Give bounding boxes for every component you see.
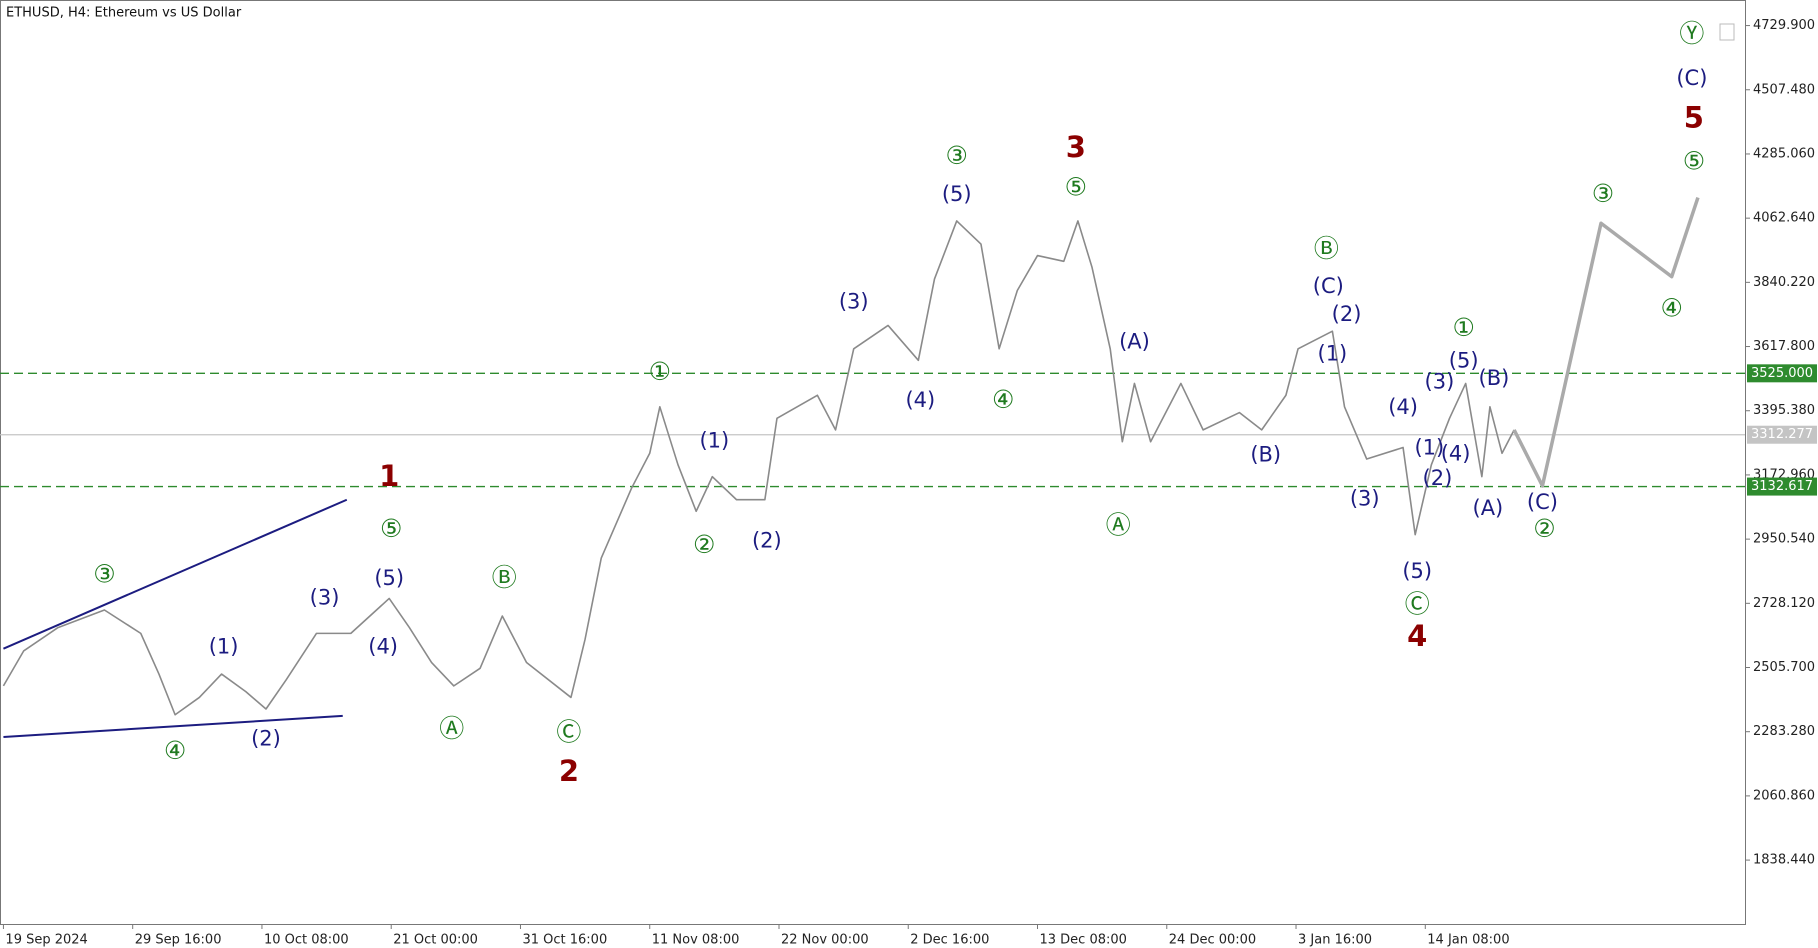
wave-label: (C) [1527,490,1558,514]
wave-label: ② [1533,514,1555,543]
x-tick-label: 2 Dec 16:00 [910,933,989,948]
wave-label: ① [649,357,671,386]
y-tick-label: 2283.280 [1753,724,1815,739]
x-tick-label: 11 Nov 08:00 [652,933,740,948]
y-tick-label: 4507.480 [1753,82,1815,97]
x-tick-label: 29 Sep 16:00 [135,933,222,948]
chart-title: ETHUSD, H4: Ethereum vs US Dollar [6,6,242,21]
wave-label: Ⓒ [1405,590,1430,619]
y-tick-label: 3395.380 [1753,403,1815,418]
wave-label: 1 [379,459,399,493]
marks [2,197,1700,738]
wave-label: Ⓑ [492,563,517,592]
y-tick-label: 3617.800 [1753,339,1815,354]
wave-label: (A) [1119,330,1150,354]
wave-label: (1) [699,429,729,453]
annotations: ③ ④ (1) (2) (3) (4) (5) ⑤ 1 Ⓐ Ⓑ Ⓒ 2 ① (1) ② (2) (3) (4) ③ (5… [93,19,1707,788]
x-tick-label: 3 Jan 16:00 [1298,933,1372,948]
x-tick-label: 13 Dec 08:00 [1040,933,1127,948]
wave-label: ⑤ [380,514,402,543]
wave-label: ③ [946,141,968,170]
wave-label: ③ [93,559,115,588]
wave-label: Ⓨ [1679,19,1704,48]
price-label: 3132.617 [1751,479,1813,494]
trend-line [3,498,348,650]
levels [0,372,1745,488]
wave-label: ② [693,530,715,559]
wave-label: ④ [992,385,1014,414]
wave-label: (B) [1250,443,1281,467]
wave-label: (1) [209,635,239,659]
wave-label: (2) [1423,466,1453,490]
wave-label: (A) [1473,496,1504,520]
wave-label: ⑤ [1065,172,1087,201]
x-tick-label: 22 Nov 00:00 [781,933,869,948]
wave-label: ④ [1660,293,1682,322]
y-tick-label: 2505.700 [1753,660,1815,675]
wave-label: (4) [1441,441,1471,465]
y-tick-label: 2950.540 [1753,532,1815,547]
wave-label: 3 [1066,130,1086,164]
forecast-line [1512,197,1700,488]
price-label: 3312.277 [1751,427,1813,442]
wave-label: (3) [1425,369,1455,393]
trend-line [3,714,343,738]
wave-label: (4) [1388,395,1418,419]
y-tick-label: 1838.440 [1753,853,1815,868]
y-tick-label: 2060.860 [1753,788,1815,803]
wave-label: (2) [1332,302,1362,326]
wave-label: Ⓐ [439,714,464,743]
wave-label: ① [1452,313,1474,342]
wave-label: (5) [374,566,404,590]
wave-label: (C) [1313,274,1344,298]
y-tick-label: 4062.640 [1753,211,1815,226]
y-tick-label: 3840.220 [1753,275,1815,290]
y-tick-label: 4285.060 [1753,146,1815,161]
wave-label: 4 [1407,619,1427,653]
wave-label: (5) [1449,348,1479,372]
price-line [2,220,1515,716]
wave-label: Ⓐ [1106,511,1131,540]
y-tick-label: 4729.900 [1753,18,1815,33]
wave-label: Ⓑ [1314,234,1339,263]
wave-label: (2) [752,529,782,553]
x-tick-label: 24 Dec 00:00 [1169,933,1256,948]
price-label: 3525.000 [1751,366,1813,381]
toolbar-icon[interactable] [1719,23,1735,41]
wave-label: (4) [368,635,398,659]
wave-label: (3) [839,289,869,313]
wave-label: Ⓒ [556,718,581,747]
wave-label: (2) [251,726,281,750]
x-tick-label: 14 Jan 08:00 [1427,933,1509,948]
wave-label: 5 [1684,101,1704,135]
price-label-box [1747,477,1817,496]
wave-label: (5) [1402,559,1432,583]
plot-frame [0,0,1746,925]
wave-label: (3) [1350,487,1380,511]
wave-label: (3) [310,585,340,609]
x-tick-label: 31 Oct 16:00 [522,933,607,948]
wave-label: (1) [1318,342,1348,366]
wave-label: ③ [1592,179,1614,208]
x-tick-label: 10 Oct 08:00 [264,933,349,948]
wave-label: ⑤ [1683,147,1705,176]
x-tick-label: 21 Oct 00:00 [393,933,478,948]
wave-label: 2 [559,754,579,788]
wave-label: (B) [1479,366,1510,390]
y-tick-label: 2728.120 [1753,596,1815,611]
price-label-box [1747,425,1817,444]
price-label-box [1747,364,1817,383]
wave-label: (1) [1414,436,1444,460]
x-tick-label: 19 Sep 2024 [5,933,87,948]
axes: 4729.900 4507.480 4285.060 4062.640 3840.220… [2,18,1817,948]
wave-label: (4) [905,388,935,412]
wave-label: (5) [942,182,972,206]
wave-label: ④ [164,736,186,765]
wave-label: (C) [1676,66,1707,90]
